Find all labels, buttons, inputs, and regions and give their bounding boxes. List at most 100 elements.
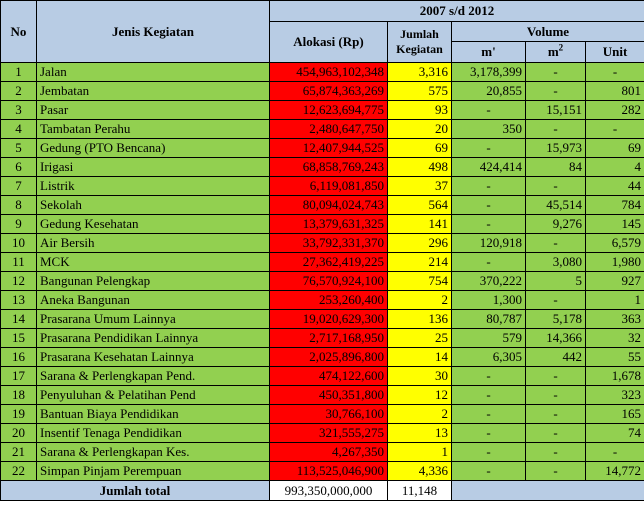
row-volume-m: 424,414 — [451, 157, 526, 177]
row-alokasi: 454,963,102,348 — [269, 62, 388, 82]
row-jenis-kegiatan: Penyuluhan & Pelatihan Pend — [36, 385, 270, 405]
row-jumlah-kegiatan: 3,316 — [387, 62, 452, 82]
row-volume-unit: 1,678 — [585, 366, 644, 386]
row-volume-m2: 15,151 — [525, 100, 586, 120]
row-volume-m2: 5,178 — [525, 309, 586, 329]
table-row: 2 Jembatan 65,874,363,269 575 20,855-801 — [0, 81, 644, 101]
row-jumlah-kegiatan: 25 — [387, 328, 452, 348]
row-no: 15 — [0, 328, 37, 348]
row-volume-unit: 4 — [585, 157, 644, 177]
total-alokasi: 993,350,000,000 — [269, 480, 388, 501]
header-period: 2007 s/d 2012 — [269, 0, 644, 22]
row-jenis-kegiatan: Aneka Bangunan — [36, 290, 270, 310]
row-alokasi: 13,379,631,325 — [269, 214, 388, 234]
row-alokasi: 474,122,600 — [269, 366, 388, 386]
row-volume-unit: 6,579 — [585, 233, 644, 253]
table-row: 10 Air Bersih 33,792,331,370 296 120,918-6,5… — [0, 233, 644, 253]
header-no: No — [0, 0, 37, 63]
table-row: 12 Bangunan Pelengkap 76,570,924,100 754 370… — [0, 271, 644, 291]
row-jumlah-kegiatan: 136 — [387, 309, 452, 329]
row-volume-m: - — [451, 252, 526, 272]
row-jumlah-kegiatan: 30 — [387, 366, 452, 386]
row-volume-m: 6,305 — [451, 347, 526, 367]
table-row: 7 Listrik 6,119,081,850 37- -44 — [0, 176, 644, 196]
row-alokasi: 2,717,168,950 — [269, 328, 388, 348]
row-alokasi: 12,407,944,525 — [269, 138, 388, 158]
row-volume-m: 3,178,399 — [451, 62, 526, 82]
table-row: 3 Pasar 12,623,694,775 93-15,151 282 — [0, 100, 644, 120]
row-jenis-kegiatan: MCK — [36, 252, 270, 272]
table-row: 8 Sekolah 80,094,024,743 564-45,514 784 — [0, 195, 644, 215]
row-volume-m2: - — [525, 442, 586, 462]
row-volume-unit: 145 — [585, 214, 644, 234]
row-volume-m2: 3,080 — [525, 252, 586, 272]
header-unit-m2-base: m — [547, 44, 559, 59]
row-jenis-kegiatan: Simpan Pinjam Perempuan — [36, 461, 270, 481]
row-no: 6 — [0, 157, 37, 177]
row-jumlah-kegiatan: 214 — [387, 252, 452, 272]
row-no: 5 — [0, 138, 37, 158]
row-volume-unit: - — [585, 62, 644, 82]
row-jumlah-kegiatan: 4,336 — [387, 461, 452, 481]
row-jenis-kegiatan: Insentif Tenaga Pendidikan — [36, 423, 270, 443]
row-no: 20 — [0, 423, 37, 443]
row-no: 2 — [0, 81, 37, 101]
table-row: 6 Irigasi 68,858,769,243 498 424,414 84 4 — [0, 157, 644, 177]
row-no: 1 — [0, 62, 37, 82]
row-volume-m: 350 — [451, 119, 526, 139]
row-volume-m2: - — [525, 81, 586, 101]
row-volume-m: 20,855 — [451, 81, 526, 101]
row-volume-unit: 32 — [585, 328, 644, 348]
row-volume-unit: 69 — [585, 138, 644, 158]
row-alokasi: 30,766,100 — [269, 404, 388, 424]
row-alokasi: 33,792,331,370 — [269, 233, 388, 253]
row-volume-m: - — [451, 423, 526, 443]
row-jenis-kegiatan: Gedung Kesehatan — [36, 214, 270, 234]
row-volume-unit: 14,772 — [585, 461, 644, 481]
row-volume-m2: - — [525, 233, 586, 253]
row-jenis-kegiatan: Bangunan Pelengkap — [36, 271, 270, 291]
row-jumlah-kegiatan: 93 — [387, 100, 452, 120]
row-volume-m: 579 — [451, 328, 526, 348]
table-row: 19 Bantuan Biaya Pendidikan 30,766,100 2- -1… — [0, 404, 644, 424]
row-alokasi: 80,094,024,743 — [269, 195, 388, 215]
header-volume: Volume — [451, 21, 644, 42]
row-volume-m2: - — [525, 461, 586, 481]
row-volume-m2: - — [525, 404, 586, 424]
row-no: 9 — [0, 214, 37, 234]
row-jumlah-kegiatan: 296 — [387, 233, 452, 253]
row-volume-m: - — [451, 214, 526, 234]
row-volume-m: - — [451, 385, 526, 405]
row-no: 3 — [0, 100, 37, 120]
row-alokasi: 19,020,629,300 — [269, 309, 388, 329]
row-volume-m: - — [451, 404, 526, 424]
row-no: 18 — [0, 385, 37, 405]
row-volume-unit: 784 — [585, 195, 644, 215]
table-body: 1 Jalan 454,963,102,348 3,316 3,178,399- -2 Je… — [0, 62, 644, 481]
table-row: 15 Prasarana Pendidikan Lainnya 2,717,168,… — [0, 328, 644, 348]
row-alokasi: 6,119,081,850 — [269, 176, 388, 196]
table-row: 17 Sarana & Perlengkapan Pend. 474,122,600… — [0, 366, 644, 386]
table-row: 11 MCK 27,362,419,225 214-3,080 1,980 — [0, 252, 644, 272]
table-row: 14 Prasarana Umum Lainnya 19,020,629,300 13… — [0, 309, 644, 329]
row-jumlah-kegiatan: 20 — [387, 119, 452, 139]
table-row: 20 Insentif Tenaga Pendidikan 321,555,275 1… — [0, 423, 644, 443]
row-volume-m2: 5 — [525, 271, 586, 291]
row-no: 17 — [0, 366, 37, 386]
table-row: 1 Jalan 454,963,102,348 3,316 3,178,399- - — [0, 62, 644, 82]
row-jenis-kegiatan: Sekolah — [36, 195, 270, 215]
row-volume-m2: - — [525, 62, 586, 82]
row-no: 16 — [0, 347, 37, 367]
row-no: 4 — [0, 119, 37, 139]
row-jenis-kegiatan: Tambatan Perahu — [36, 119, 270, 139]
row-alokasi: 2,480,647,750 — [269, 119, 388, 139]
row-jumlah-kegiatan: 1 — [387, 442, 452, 462]
table-row: 21 Sarana & Perlengkapan Kes. 4,267,350 1- -… — [0, 442, 644, 462]
row-jenis-kegiatan: Air Bersih — [36, 233, 270, 253]
row-volume-unit: 927 — [585, 271, 644, 291]
row-jumlah-kegiatan: 575 — [387, 81, 452, 101]
header-unit-m2-sup: 2 — [558, 42, 564, 53]
row-volume-unit: 165 — [585, 404, 644, 424]
row-alokasi: 4,267,350 — [269, 442, 388, 462]
row-volume-unit: 55 — [585, 347, 644, 367]
